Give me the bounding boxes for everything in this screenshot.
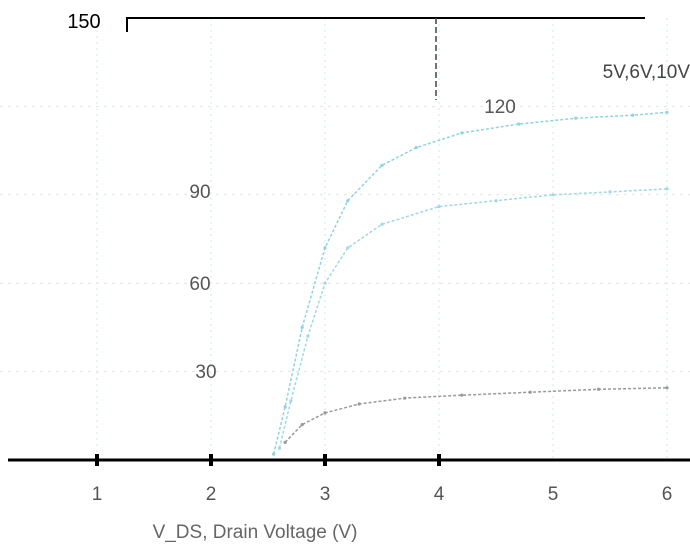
grid	[0, 18, 690, 460]
x-tick-label: 2	[206, 484, 217, 505]
x-tick-label: 6	[662, 484, 673, 505]
data-point	[300, 325, 304, 329]
data-point	[437, 204, 441, 209]
data-point	[665, 187, 669, 191]
data-point	[517, 122, 521, 126]
data-point	[323, 246, 327, 250]
x-tick-label: 1	[92, 484, 103, 505]
x-axis-title: V_DS, Drain Voltage (V)	[153, 522, 358, 543]
data-point	[460, 131, 464, 135]
data-point	[460, 393, 464, 397]
data-point	[283, 440, 287, 444]
data-point	[631, 113, 635, 117]
series-line-2	[278, 188, 668, 449]
data-point	[528, 390, 532, 394]
data-point	[346, 246, 350, 250]
y-tick-label: 90	[189, 182, 210, 203]
data-point	[380, 163, 384, 167]
y-tick-label: 150	[67, 11, 100, 33]
data-point	[272, 452, 276, 456]
data-point	[300, 423, 304, 427]
data-point	[597, 387, 601, 391]
series-line-1	[272, 111, 668, 455]
x-tick-label: 5	[548, 484, 559, 505]
data-point	[357, 402, 361, 406]
data-point	[665, 110, 669, 114]
data-point	[289, 399, 293, 403]
data-point	[323, 281, 327, 285]
legend-label: 5V,6V,10V	[603, 62, 690, 83]
y-tick-label: 30	[195, 362, 216, 383]
data-point	[283, 405, 287, 409]
x-tick-label: 4	[434, 484, 445, 505]
data-point	[608, 190, 612, 194]
data-point	[380, 222, 384, 226]
data-point	[323, 411, 327, 415]
data-point	[277, 446, 281, 450]
y-tick-label: 120	[484, 97, 516, 118]
data-point	[665, 386, 669, 390]
series-line-3	[284, 387, 668, 443]
series-layer	[272, 110, 669, 456]
data-point	[494, 199, 498, 203]
data-point	[346, 199, 350, 203]
data-point	[414, 146, 418, 150]
data-point	[306, 334, 310, 338]
axes	[8, 17, 690, 466]
x-tick-label: 3	[320, 484, 331, 505]
data-point	[574, 116, 578, 120]
data-point	[551, 193, 555, 197]
data-point	[403, 396, 407, 400]
y-tick-label: 60	[189, 274, 210, 295]
